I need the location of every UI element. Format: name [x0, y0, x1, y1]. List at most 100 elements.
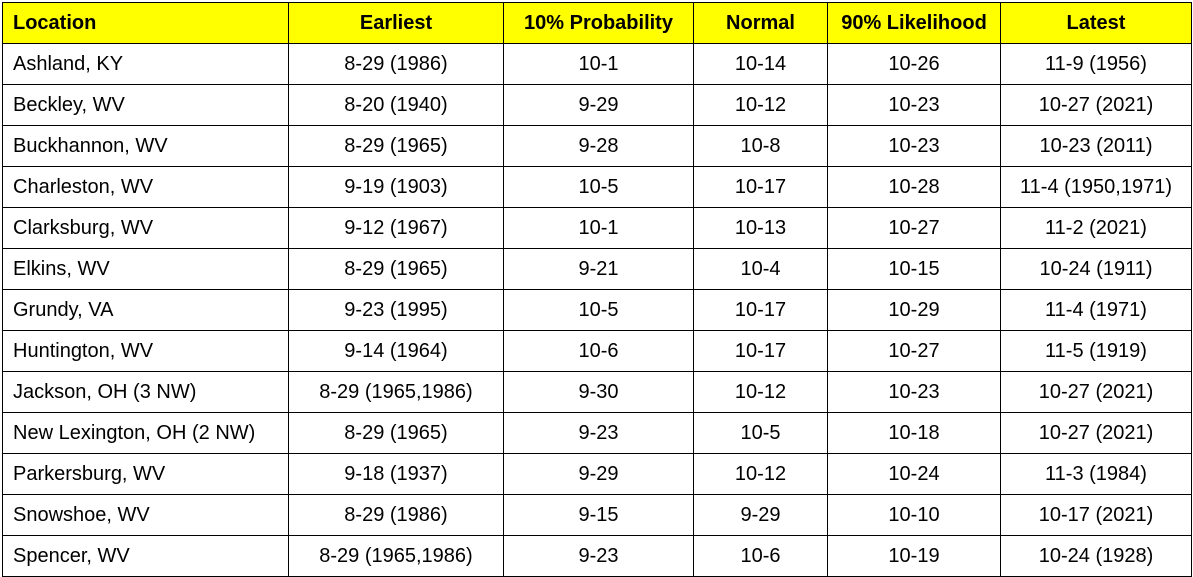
- cell-location: Huntington, WV: [2, 330, 289, 372]
- cell-90-percent-likelihood: 10-28: [827, 166, 1001, 208]
- cell-90-percent-likelihood: 10-23: [827, 125, 1001, 167]
- table-row: Huntington, WV 9-14 (1964) 10-6 10-17 10-27 1…: [2, 330, 1192, 372]
- cell-latest: 11-4 (1971): [1000, 289, 1192, 331]
- cell-normal: 10-14: [693, 43, 828, 85]
- cell-90-percent-likelihood: 10-10: [827, 494, 1001, 536]
- header-location: Location: [2, 2, 289, 44]
- header-90-percent-likelihood: 90% Likelihood: [827, 2, 1001, 44]
- cell-earliest: 9-23 (1995): [288, 289, 504, 331]
- cell-location: Buckhannon, WV: [2, 125, 289, 167]
- cell-location: Charleston, WV: [2, 166, 289, 208]
- header-latest: Latest: [1000, 2, 1192, 44]
- cell-latest: 11-2 (2021): [1000, 207, 1192, 249]
- cell-location: Elkins, WV: [2, 248, 289, 290]
- header-row: Location Earliest 10% Probability Normal…: [2, 2, 1192, 44]
- cell-10-percent-probability: 9-30: [503, 371, 694, 413]
- cell-earliest: 8-29 (1965): [288, 412, 504, 454]
- cell-earliest: 8-20 (1940): [288, 84, 504, 126]
- cell-location: Clarksburg, WV: [2, 207, 289, 249]
- cell-90-percent-likelihood: 10-27: [827, 330, 1001, 372]
- cell-latest: 10-27 (2021): [1000, 371, 1192, 413]
- cell-location: Jackson, OH (3 NW): [2, 371, 289, 413]
- table-row: Grundy, VA 9-23 (1995) 10-5 10-17 10-29 11-4 …: [2, 289, 1192, 331]
- cell-latest: 11-3 (1984): [1000, 453, 1192, 495]
- cell-90-percent-likelihood: 10-15: [827, 248, 1001, 290]
- cell-latest: 10-24 (1928): [1000, 535, 1192, 577]
- table-row: Elkins, WV 8-29 (1965) 9-21 10-4 10-15 10-24 …: [2, 248, 1192, 290]
- cell-earliest: 9-18 (1937): [288, 453, 504, 495]
- cell-location: Beckley, WV: [2, 84, 289, 126]
- cell-90-percent-likelihood: 10-27: [827, 207, 1001, 249]
- cell-normal: 10-12: [693, 84, 828, 126]
- cell-90-percent-likelihood: 10-29: [827, 289, 1001, 331]
- cell-10-percent-probability: 9-28: [503, 125, 694, 167]
- cell-normal: 10-17: [693, 166, 828, 208]
- cell-normal: 10-13: [693, 207, 828, 249]
- cell-earliest: 9-19 (1903): [288, 166, 504, 208]
- cell-10-percent-probability: 10-6: [503, 330, 694, 372]
- cell-location: New Lexington, OH (2 NW): [2, 412, 289, 454]
- cell-latest: 10-17 (2021): [1000, 494, 1192, 536]
- cell-normal: 10-12: [693, 371, 828, 413]
- table-row: Beckley, WV 8-20 (1940) 9-29 10-12 10-23 10-2…: [2, 84, 1192, 126]
- cell-90-percent-likelihood: 10-24: [827, 453, 1001, 495]
- cell-latest: 10-23 (2011): [1000, 125, 1192, 167]
- table-row: Buckhannon, WV 8-29 (1965) 9-28 10-8 10-23 10…: [2, 125, 1192, 167]
- cell-latest: 10-24 (1911): [1000, 248, 1192, 290]
- table-row: Snowshoe, WV 8-29 (1986) 9-15 9-29 10-10 10-1…: [2, 494, 1192, 536]
- table-row: Clarksburg, WV 9-12 (1967) 10-1 10-13 10-27 1…: [2, 207, 1192, 249]
- cell-10-percent-probability: 10-1: [503, 43, 694, 85]
- cell-normal: 10-4: [693, 248, 828, 290]
- cell-latest: 11-5 (1919): [1000, 330, 1192, 372]
- cell-10-percent-probability: 10-5: [503, 166, 694, 208]
- cell-latest: 11-4 (1950,1971): [1000, 166, 1192, 208]
- cell-latest: 10-27 (2021): [1000, 412, 1192, 454]
- cell-normal: 9-29: [693, 494, 828, 536]
- cell-10-percent-probability: 10-1: [503, 207, 694, 249]
- cell-earliest: 8-29 (1965): [288, 125, 504, 167]
- cell-normal: 10-17: [693, 330, 828, 372]
- cell-earliest: 9-12 (1967): [288, 207, 504, 249]
- table-body: Ashland, KY 8-29 (1986) 10-1 10-14 10-26 11-9…: [2, 43, 1192, 577]
- cell-10-percent-probability: 9-29: [503, 84, 694, 126]
- cell-90-percent-likelihood: 10-26: [827, 43, 1001, 85]
- cell-90-percent-likelihood: 10-18: [827, 412, 1001, 454]
- header-normal: Normal: [693, 2, 828, 44]
- cell-location: Grundy, VA: [2, 289, 289, 331]
- cell-10-percent-probability: 9-23: [503, 412, 694, 454]
- cell-10-percent-probability: 9-15: [503, 494, 694, 536]
- table-header: Location Earliest 10% Probability Normal…: [2, 2, 1192, 44]
- cell-location: Ashland, KY: [2, 43, 289, 85]
- cell-latest: 10-27 (2021): [1000, 84, 1192, 126]
- cell-earliest: 8-29 (1965,1986): [288, 535, 504, 577]
- cell-location: Parkersburg, WV: [2, 453, 289, 495]
- cell-location: Snowshoe, WV: [2, 494, 289, 536]
- cell-90-percent-likelihood: 10-19: [827, 535, 1001, 577]
- cell-earliest: 8-29 (1965,1986): [288, 371, 504, 413]
- table-row: New Lexington, OH (2 NW) 8-29 (1965) 9-23 1…: [2, 412, 1192, 454]
- cell-normal: 10-12: [693, 453, 828, 495]
- table-row: Jackson, OH (3 NW) 8-29 (1965,1986) 9-30 10…: [2, 371, 1192, 413]
- cell-normal: 10-6: [693, 535, 828, 577]
- cell-10-percent-probability: 9-29: [503, 453, 694, 495]
- cell-latest: 11-9 (1956): [1000, 43, 1192, 85]
- cell-earliest: 8-29 (1986): [288, 43, 504, 85]
- table-row: Charleston, WV 9-19 (1903) 10-5 10-17 10-28 1…: [2, 166, 1192, 208]
- table-row: Parkersburg, WV 9-18 (1937) 9-29 10-12 10-24…: [2, 453, 1192, 495]
- cell-10-percent-probability: 10-5: [503, 289, 694, 331]
- cell-earliest: 9-14 (1964): [288, 330, 504, 372]
- cell-10-percent-probability: 9-23: [503, 535, 694, 577]
- cell-90-percent-likelihood: 10-23: [827, 84, 1001, 126]
- cell-earliest: 8-29 (1965): [288, 248, 504, 290]
- cell-normal: 10-5: [693, 412, 828, 454]
- cell-10-percent-probability: 9-21: [503, 248, 694, 290]
- table-row: Ashland, KY 8-29 (1986) 10-1 10-14 10-26 11-9…: [2, 43, 1192, 85]
- table-row: Spencer, WV 8-29 (1965,1986) 9-23 10-6 10-19…: [2, 535, 1192, 577]
- cell-location: Spencer, WV: [2, 535, 289, 577]
- cell-normal: 10-8: [693, 125, 828, 167]
- cell-90-percent-likelihood: 10-23: [827, 371, 1001, 413]
- cell-normal: 10-17: [693, 289, 828, 331]
- header-earliest: Earliest: [288, 2, 504, 44]
- header-10-percent-probability: 10% Probability: [503, 2, 694, 44]
